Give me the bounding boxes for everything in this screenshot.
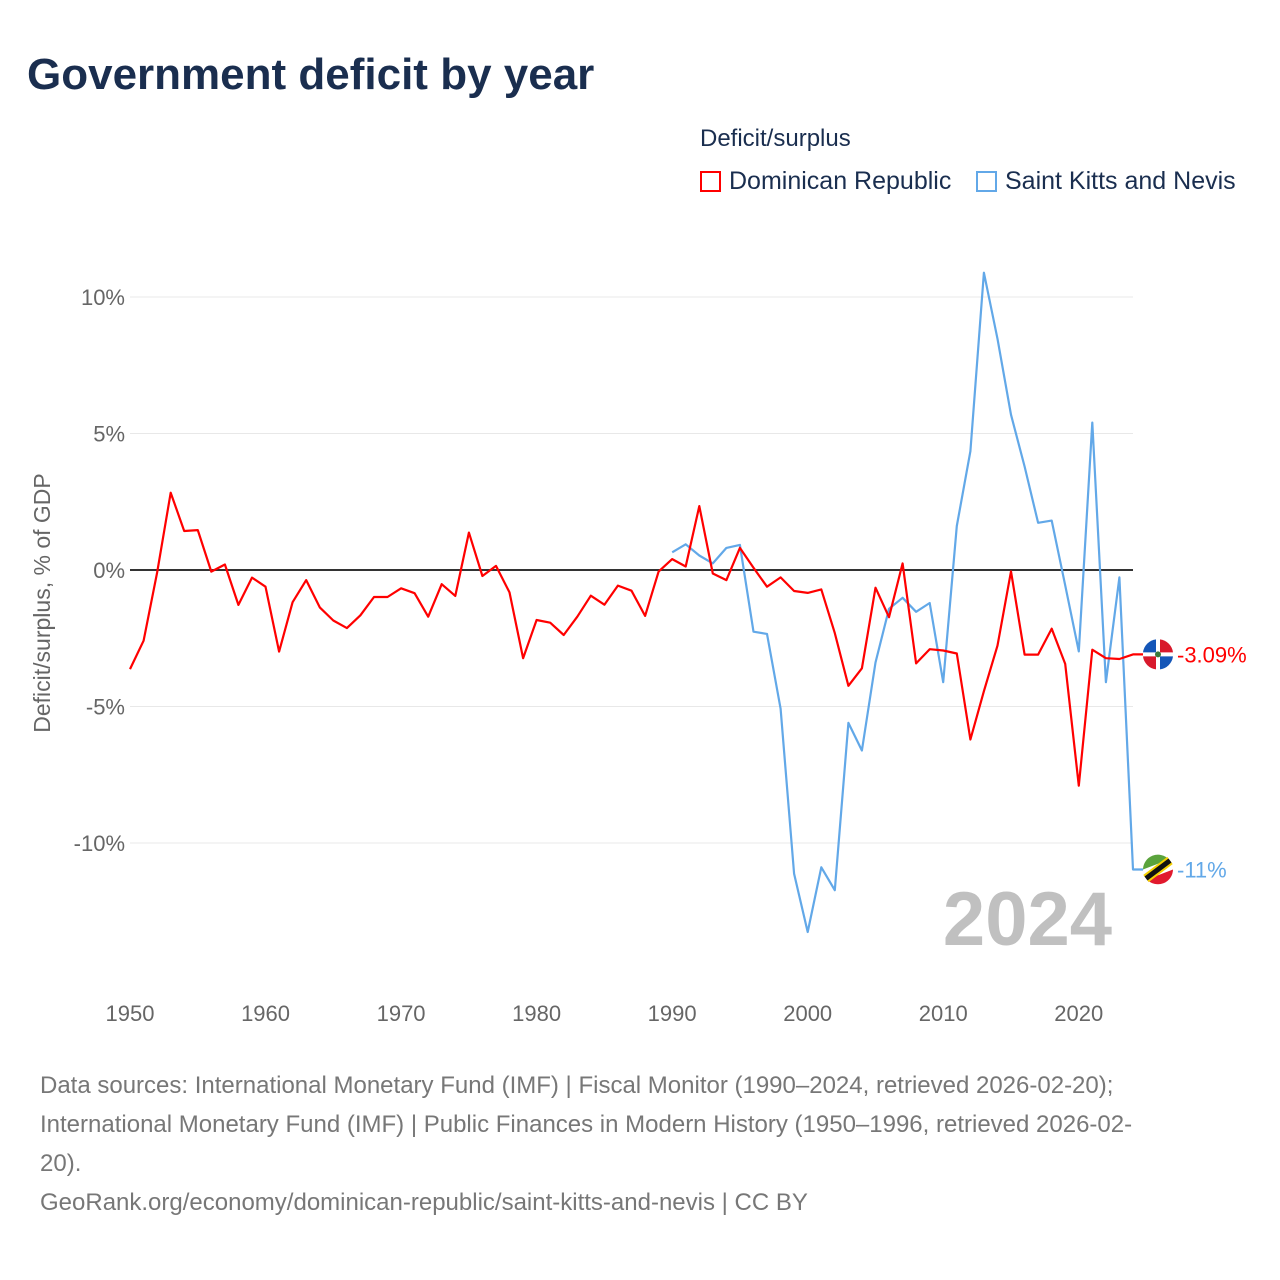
flag-quarter xyxy=(1160,656,1173,670)
saint-kitts-and-nevis-flag-icon xyxy=(1143,854,1173,885)
y-axis-label: Deficit/surplus, % of GDP xyxy=(29,473,55,732)
series-line-saint-kitts-and-nevis xyxy=(671,271,1143,934)
dominican-republic-flag-icon xyxy=(1143,639,1173,670)
flag-quarter xyxy=(1160,639,1173,653)
x-tick-label: 1950 xyxy=(106,1001,155,1026)
flag-quarter xyxy=(1143,656,1156,670)
y-tick-label: 0% xyxy=(93,558,125,583)
x-tick-label: 1970 xyxy=(377,1001,426,1026)
x-tick-label: 2020 xyxy=(1054,1001,1103,1026)
y-tick-label: -5% xyxy=(86,695,125,720)
legend-label: Dominican Republic xyxy=(729,167,952,195)
legend-swatch xyxy=(700,171,721,192)
x-tick-label: 2000 xyxy=(783,1001,832,1026)
legend-item-saint-kitts-and-nevis[interactable]: Saint Kitts and Nevis xyxy=(976,167,1236,196)
source-line: International Monetary Fund (IMF) | Publ… xyxy=(40,1111,1133,1138)
legend-item-dominican-republic[interactable]: Dominican Republic xyxy=(700,167,951,196)
series-line-dominican-republic xyxy=(129,491,1143,787)
flag-red xyxy=(1147,869,1173,885)
flag-emblem xyxy=(1155,651,1161,658)
source-url[interactable]: GeoRank.org/economy/dominican-republic/s… xyxy=(40,1189,808,1216)
footer-sources: Data sources: International Monetary Fun… xyxy=(40,1066,1240,1222)
flag-quarter xyxy=(1143,639,1156,653)
y-tick-label: 10% xyxy=(81,285,125,310)
legend-swatch xyxy=(976,171,997,192)
source-line: Data sources: International Monetary Fun… xyxy=(40,1072,1114,1099)
x-tick-label: 2010 xyxy=(919,1001,968,1026)
line-chart: 10% 5% 0% -5% -10% 1950 1960 1970 1980 1990 2000 20… xyxy=(29,271,1247,1026)
y-tick-label: 5% xyxy=(93,422,125,447)
source-line: 20). xyxy=(40,1150,82,1177)
legend-title: Deficit/surplus xyxy=(700,125,851,152)
flag-band xyxy=(1144,858,1172,881)
end-value-label: -11% xyxy=(1177,857,1227,882)
year-label: 2024 xyxy=(943,877,1112,962)
x-tick-label: 1960 xyxy=(241,1001,290,1026)
flag-green xyxy=(1143,854,1169,870)
legend-label: Saint Kitts and Nevis xyxy=(1005,167,1236,195)
y-tick-label: -10% xyxy=(74,831,125,856)
x-tick-label: 1990 xyxy=(648,1001,697,1026)
chart-title: Government deficit by year xyxy=(27,50,595,99)
end-value-label: -3.09% xyxy=(1177,642,1247,667)
x-tick-label: 1980 xyxy=(512,1001,561,1026)
